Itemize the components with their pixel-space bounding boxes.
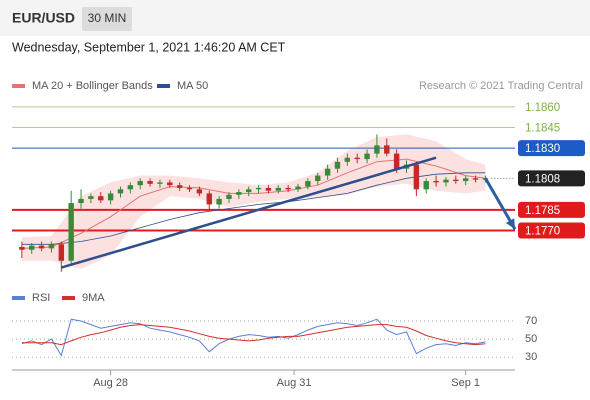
candle-body — [413, 164, 420, 190]
candle-body — [147, 181, 153, 184]
legend-swatch — [157, 84, 170, 88]
level-badge — [518, 170, 585, 187]
candle-body — [88, 196, 94, 199]
candle-body — [344, 157, 351, 162]
candle-body — [226, 194, 232, 199]
legend-swatch — [12, 296, 25, 300]
candle-body — [324, 168, 331, 176]
candle-body — [453, 179, 459, 182]
level-label: 1.1830 — [525, 143, 560, 155]
candle-body — [48, 244, 55, 249]
legend-label: RSI — [32, 292, 50, 304]
candle-body — [364, 153, 370, 160]
interval-label[interactable]: 30 MIN — [88, 11, 127, 25]
y-tick-label: 30 — [525, 351, 537, 363]
candle-body — [216, 198, 222, 205]
candle-body — [19, 247, 25, 250]
candle-body — [127, 185, 134, 190]
candle-body — [393, 153, 400, 169]
interval-button[interactable] — [82, 7, 132, 31]
y-tick-label: 70 — [525, 315, 537, 327]
y-tick-label: 50 — [525, 333, 537, 345]
indicator-line — [21, 324, 486, 346]
candle-body — [384, 145, 390, 154]
candle-body — [265, 187, 272, 191]
candle-body — [38, 245, 45, 249]
candle-body — [206, 193, 212, 205]
level-label: 1.1785 — [525, 205, 560, 217]
symbol: EUR/USD — [12, 10, 75, 26]
candle-body — [236, 192, 242, 195]
x-tick-label: Aug 31 — [277, 377, 312, 389]
candle-body — [255, 187, 262, 190]
level-badge — [518, 201, 585, 218]
candle-body — [334, 161, 341, 169]
candle-body — [245, 189, 252, 193]
date: Wednesday, September 1, 2021 1:46:20 AM … — [12, 40, 286, 54]
candle-body — [29, 245, 35, 250]
level-badge — [518, 140, 585, 157]
candle-body — [137, 181, 143, 186]
candle-body — [176, 185, 183, 188]
arrow-head — [505, 218, 515, 230]
candle-body — [285, 187, 291, 190]
candle-body — [423, 181, 429, 190]
candle-body — [186, 187, 193, 190]
candle-body — [305, 181, 311, 187]
legend-label: MA 50 — [177, 80, 208, 92]
candle-body — [462, 178, 469, 182]
legend-label: MA 20 + Bollinger Bands — [32, 80, 153, 92]
level-badge — [518, 222, 585, 239]
candle-body — [107, 193, 114, 201]
candle-body — [98, 196, 104, 201]
candle-body — [68, 203, 74, 261]
level-label: 1.1770 — [525, 226, 560, 238]
x-tick-label: Sep 1 — [451, 377, 480, 389]
candle-body — [157, 182, 163, 184]
x-tick-label: Aug 28 — [93, 377, 128, 389]
legend-label: 9MA — [82, 292, 105, 304]
candle-body — [374, 145, 380, 154]
candle-body — [433, 181, 439, 183]
bollinger-band — [21, 134, 486, 269]
candle-body — [167, 182, 173, 186]
candle-body — [78, 198, 84, 204]
trendline — [60, 156, 437, 269]
legend-swatch — [62, 296, 75, 300]
credit: Research © 2021 Trading Central — [419, 80, 583, 92]
candle-body — [354, 157, 360, 160]
indicator-line — [21, 318, 486, 357]
level-label: 1.1808 — [525, 173, 560, 185]
candle-body — [196, 189, 203, 194]
candle-body — [315, 175, 321, 182]
candle-body — [58, 244, 65, 261]
candle-body — [472, 178, 479, 180]
legend-swatch — [12, 84, 25, 88]
candle-body — [295, 186, 301, 190]
candle-body — [275, 187, 282, 191]
level-label: 1.1860 — [525, 102, 560, 114]
candle-body — [117, 189, 124, 194]
candle-body — [443, 179, 449, 183]
level-label: 1.1845 — [525, 123, 560, 135]
